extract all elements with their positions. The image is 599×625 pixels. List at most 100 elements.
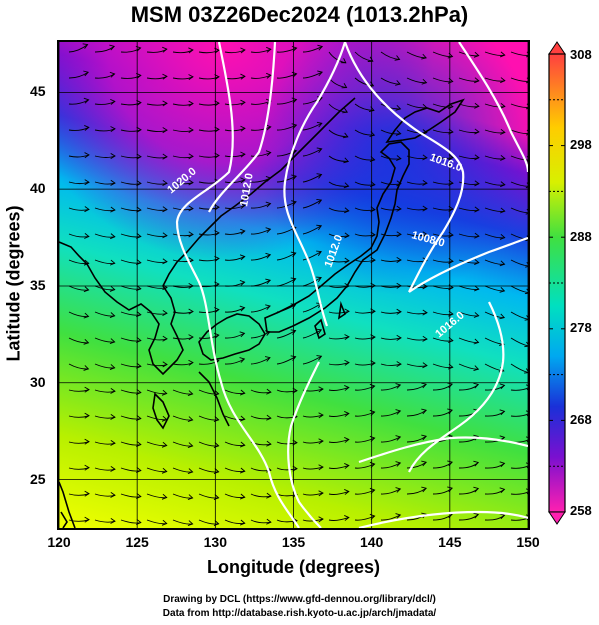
wind-streamline	[224, 358, 245, 365]
wind-arrowhead	[316, 147, 323, 154]
wind-arrowhead	[422, 362, 428, 369]
wind-streamline	[302, 518, 324, 522]
wind-streamline	[354, 103, 374, 111]
wind-arrowhead	[344, 308, 350, 315]
wind-arrowhead	[240, 125, 246, 132]
wind-arrowhead	[318, 464, 324, 471]
wind-streamline	[250, 305, 271, 313]
wind-arrowhead	[161, 493, 168, 500]
wind-streamline	[302, 199, 322, 209]
wind-arrowhead	[214, 255, 220, 262]
wind-arrowhead	[110, 126, 116, 132]
colorbar-label: 258	[570, 503, 592, 518]
wind-streamline	[276, 47, 297, 53]
wind-arrowhead	[292, 465, 298, 472]
wind-streamline	[250, 415, 271, 420]
wind-arrowhead	[214, 47, 220, 54]
wind-arrowhead	[162, 46, 168, 53]
wind-arrowhead	[473, 338, 480, 345]
wind-arrowhead	[342, 107, 349, 114]
wind-arrowhead	[266, 440, 272, 447]
y-axis-title: Latitude (degrees)	[3, 205, 24, 362]
wind-arrowhead	[266, 492, 272, 499]
wind-arrowhead	[239, 228, 246, 235]
wind-streamline	[276, 389, 298, 393]
wind-arrowhead	[499, 383, 506, 390]
wind-streamline	[328, 155, 349, 162]
wind-arrowhead	[239, 389, 246, 396]
wind-arrowhead	[109, 44, 116, 51]
wind-arrowhead	[136, 337, 142, 343]
x-tick-label: 140	[359, 534, 384, 550]
wind-streamline	[224, 205, 246, 209]
wind-arrowhead	[109, 259, 116, 266]
wind-arrowhead	[84, 125, 90, 131]
y-tick-label: 35	[30, 276, 46, 293]
wind-arrowhead	[473, 460, 480, 467]
wind-arrowhead	[473, 512, 480, 519]
wind-streamline	[354, 155, 375, 161]
wind-arrowhead	[110, 179, 116, 186]
wind-arrowhead	[344, 515, 350, 521]
wind-arrowhead	[188, 205, 194, 212]
wind-arrowhead	[187, 416, 194, 423]
wind-arrowhead	[266, 46, 272, 53]
wind-arrowhead	[187, 390, 194, 397]
x-tick-label: 120	[47, 534, 71, 550]
wind-streamline	[250, 74, 271, 79]
wind-arrowhead	[499, 313, 506, 320]
wind-arrowhead	[265, 278, 272, 285]
x-tick-label: 125	[125, 534, 149, 550]
wind-arrowhead	[110, 98, 116, 105]
wind-streamline	[354, 515, 375, 521]
wind-arrowhead	[188, 359, 194, 366]
wind-arrowhead	[83, 286, 90, 293]
wind-streamline	[354, 336, 376, 340]
wind-streamline	[380, 462, 401, 469]
wind-arrowhead	[109, 338, 116, 345]
wind-arrowhead	[188, 334, 194, 341]
wind-arrowhead	[474, 128, 480, 135]
wind-streamline	[354, 207, 376, 211]
wind-arrowhead	[84, 233, 90, 239]
wind-streamline	[328, 336, 350, 340]
wind-arrowhead	[500, 181, 506, 188]
wind-streamline	[302, 225, 322, 235]
wind-streamline	[68, 71, 89, 79]
wind-arrowhead	[240, 73, 246, 80]
wind-arrowhead	[240, 203, 246, 209]
wind-arrowhead	[136, 467, 142, 473]
wind-streamline	[328, 491, 349, 495]
isobar-label: 1012.0	[238, 172, 256, 207]
wind-arrowhead	[214, 307, 220, 313]
x-tick-label: 130	[203, 534, 227, 550]
wind-arrowhead	[422, 179, 428, 186]
wind-streamline	[224, 153, 246, 158]
wind-streamline	[224, 49, 246, 54]
wind-arrowhead	[214, 100, 220, 107]
wind-streamline	[68, 99, 89, 105]
wind-arrowhead	[341, 83, 348, 89]
wind-streamline	[328, 181, 349, 187]
wind-arrowhead	[136, 259, 142, 266]
wind-arrowhead	[136, 126, 142, 133]
wind-arrowhead	[83, 338, 90, 345]
wind-streamline	[380, 103, 401, 110]
wind-arrowhead	[316, 328, 323, 335]
wind-streamline	[510, 51, 528, 56]
wind-arrowhead	[525, 208, 528, 215]
wind-streamline	[224, 389, 245, 395]
wind-arrowhead	[265, 201, 272, 208]
wind-arrowhead	[83, 259, 90, 266]
wind-arrowhead	[161, 467, 168, 474]
wind-arrowhead	[266, 518, 272, 525]
wind-streamline	[250, 203, 271, 209]
wind-streamline	[224, 415, 245, 421]
wind-arrowhead	[344, 232, 350, 239]
colorbar-max-arrow	[548, 41, 566, 55]
wind-arrowhead	[188, 308, 194, 315]
wind-arrowhead	[265, 124, 272, 131]
wind-arrowhead	[266, 72, 272, 79]
wind-arrowhead	[239, 467, 246, 474]
colorbar-label: 278	[570, 320, 592, 335]
